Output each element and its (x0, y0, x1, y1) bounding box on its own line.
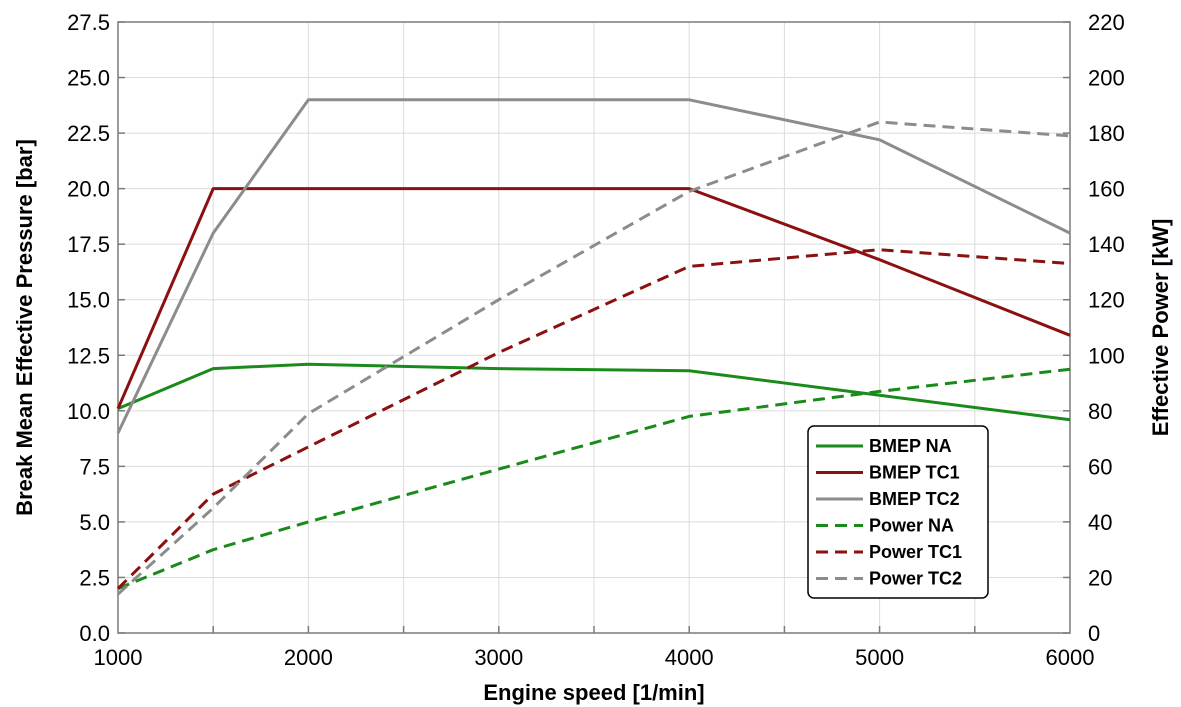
legend-label: Power NA (869, 516, 954, 536)
series-line-power-na (117, 367, 1071, 590)
x-axis-title: Engine speed [1/min] (483, 680, 704, 705)
series-line-bmep-tc2 (116, 98, 1071, 434)
y-right-tick-label: 0 (1088, 621, 1100, 646)
y-right-tick-label: 140 (1088, 232, 1125, 257)
legend-label: Power TC2 (869, 569, 962, 589)
axis-ticks: 1000 2000 3000 4000 5000 60000.02.55.07.510.0… (67, 10, 1125, 670)
x-tick-label: 3000 (474, 645, 523, 670)
y-axis-right-title: Effective Power [kW] (1148, 219, 1173, 437)
legend-label: BMEP TC2 (869, 489, 960, 509)
x-tick-label: 6000 (1046, 645, 1095, 670)
y-left-tick-label: 15.0 (67, 288, 110, 313)
y-left-tick-label: 12.5 (67, 343, 110, 368)
x-tick-label: 4000 (665, 645, 714, 670)
y-left-tick-label: 2.5 (79, 565, 110, 590)
legend-box (807, 425, 989, 599)
x-tick-label: 5000 (855, 645, 904, 670)
y-left-tick-label: 25.0 (67, 66, 110, 91)
y-left-tick-label: 22.5 (67, 121, 110, 146)
y-left-tick-label: 20.0 (67, 177, 110, 202)
y-right-tick-label: 180 (1088, 121, 1125, 146)
legend-label: BMEP TC1 (869, 463, 960, 483)
y-right-tick-label: 200 (1088, 66, 1125, 91)
legend-label: BMEP NA (869, 436, 952, 456)
y-right-tick-label: 220 (1088, 10, 1125, 35)
series-line-bmep-tc1 (116, 187, 1071, 410)
legend-label: Power TC1 (869, 542, 962, 562)
y-left-tick-label: 17.5 (67, 232, 110, 257)
series-line-power-tc1 (116, 248, 1071, 590)
y-right-tick-label: 60 (1088, 454, 1112, 479)
y-left-tick-label: 27.5 (67, 10, 110, 35)
series-line-power-tc2 (116, 120, 1071, 596)
y-left-tick-label: 10.0 (67, 399, 110, 424)
y-right-tick-label: 20 (1088, 565, 1112, 590)
y-right-tick-label: 80 (1088, 399, 1112, 424)
y-left-tick-label: 5.0 (79, 510, 110, 535)
x-tick-label: 1000 (94, 645, 143, 670)
y-right-tick-label: 160 (1088, 177, 1125, 202)
series-line-bmep-na (117, 362, 1071, 422)
y-right-tick-label: 40 (1088, 510, 1112, 535)
y-left-tick-label: 7.5 (79, 454, 110, 479)
y-right-tick-label: 120 (1088, 288, 1125, 313)
x-tick-label: 2000 (284, 645, 333, 670)
series-lines (116, 98, 1071, 596)
y-left-tick-label: 0.0 (79, 621, 110, 646)
y-right-tick-label: 100 (1088, 343, 1125, 368)
legend: BMEP NA BMEP TC1 BMEP TC2 Power NA Power TC1… (807, 425, 989, 599)
y-axis-left-title: Break Mean Effective Pressure [bar] (12, 139, 37, 516)
